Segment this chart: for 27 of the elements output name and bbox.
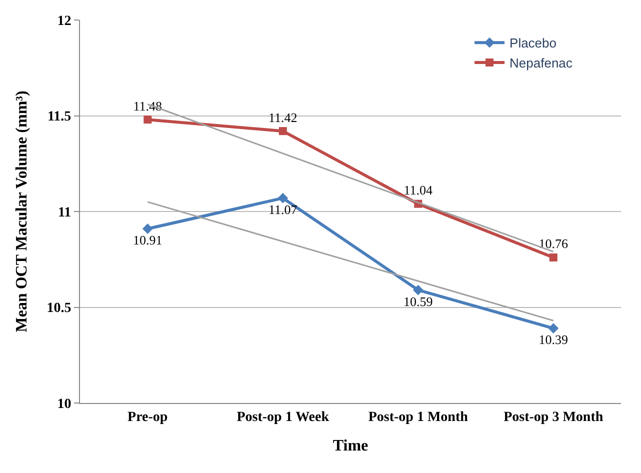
data-label: 10.59	[404, 294, 433, 309]
y-axis-title: Mean OCT Macular Volume (mm³)	[14, 90, 31, 332]
data-label: 11.07	[268, 202, 298, 217]
legend-label: Placebo	[510, 36, 557, 51]
point	[144, 116, 152, 124]
x-tick-label: Post-op 1 Month	[368, 410, 468, 425]
data-label: 11.04	[404, 182, 434, 198]
data-label: 10.39	[538, 332, 568, 348]
point	[549, 253, 558, 262]
data-label: 11.42	[268, 110, 298, 125]
data-label: 10.91	[133, 232, 162, 248]
point	[412, 284, 424, 296]
point	[142, 224, 153, 234]
point	[548, 323, 559, 334]
x-tick-label: Post-op 1 Week	[236, 410, 330, 425]
y-tick-label: 10	[57, 396, 72, 412]
x-tick-label: Post-op 3 Month	[504, 410, 604, 425]
x-axis-title: Time	[332, 438, 368, 454]
x-tick-label: Pre-op	[128, 410, 168, 425]
point	[278, 192, 288, 204]
y-tick-label: 12	[57, 14, 72, 29]
legend-label: Nepafenac	[510, 56, 573, 71]
point	[278, 127, 287, 136]
y-tick-label: 11.5	[47, 110, 72, 125]
y-tick-label: 11	[58, 205, 72, 220]
y-tick-label: 10.5	[46, 301, 72, 316]
data-label: 10.76	[538, 236, 569, 252]
